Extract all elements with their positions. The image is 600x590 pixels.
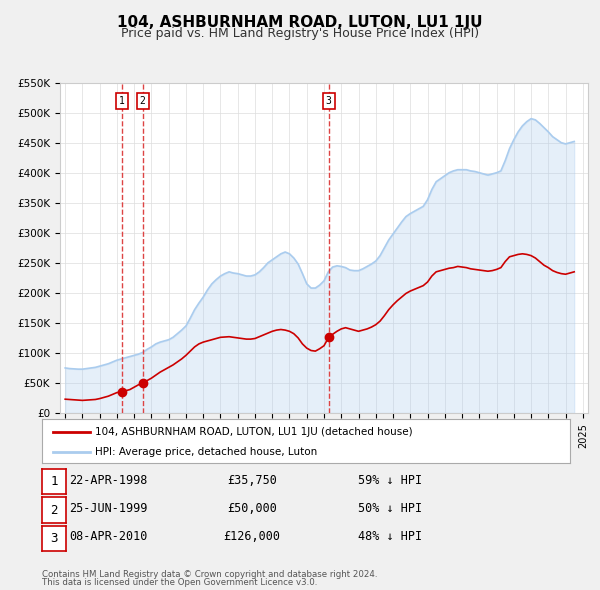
Text: 59% ↓ HPI: 59% ↓ HPI: [358, 474, 422, 487]
Text: HPI: Average price, detached house, Luton: HPI: Average price, detached house, Luto…: [95, 447, 317, 457]
Text: 3: 3: [326, 96, 332, 106]
Text: 1: 1: [50, 475, 58, 489]
Text: £126,000: £126,000: [223, 530, 281, 543]
Text: 50% ↓ HPI: 50% ↓ HPI: [358, 502, 422, 515]
Text: 104, ASHBURNHAM ROAD, LUTON, LU1 1JU: 104, ASHBURNHAM ROAD, LUTON, LU1 1JU: [117, 15, 483, 30]
Text: 3: 3: [50, 532, 58, 545]
Text: 08-APR-2010: 08-APR-2010: [69, 530, 147, 543]
Text: £35,750: £35,750: [227, 474, 277, 487]
Text: 104, ASHBURNHAM ROAD, LUTON, LU1 1JU (detached house): 104, ASHBURNHAM ROAD, LUTON, LU1 1JU (de…: [95, 427, 412, 437]
Text: 2: 2: [140, 96, 146, 106]
Text: 22-APR-1998: 22-APR-1998: [69, 474, 147, 487]
Text: This data is licensed under the Open Government Licence v3.0.: This data is licensed under the Open Gov…: [42, 578, 317, 587]
Text: 1: 1: [119, 96, 125, 106]
Text: 25-JUN-1999: 25-JUN-1999: [69, 502, 147, 515]
Text: Contains HM Land Registry data © Crown copyright and database right 2024.: Contains HM Land Registry data © Crown c…: [42, 571, 377, 579]
Text: 48% ↓ HPI: 48% ↓ HPI: [358, 530, 422, 543]
Text: £50,000: £50,000: [227, 502, 277, 515]
Text: Price paid vs. HM Land Registry's House Price Index (HPI): Price paid vs. HM Land Registry's House …: [121, 27, 479, 40]
Text: 2: 2: [50, 503, 58, 517]
